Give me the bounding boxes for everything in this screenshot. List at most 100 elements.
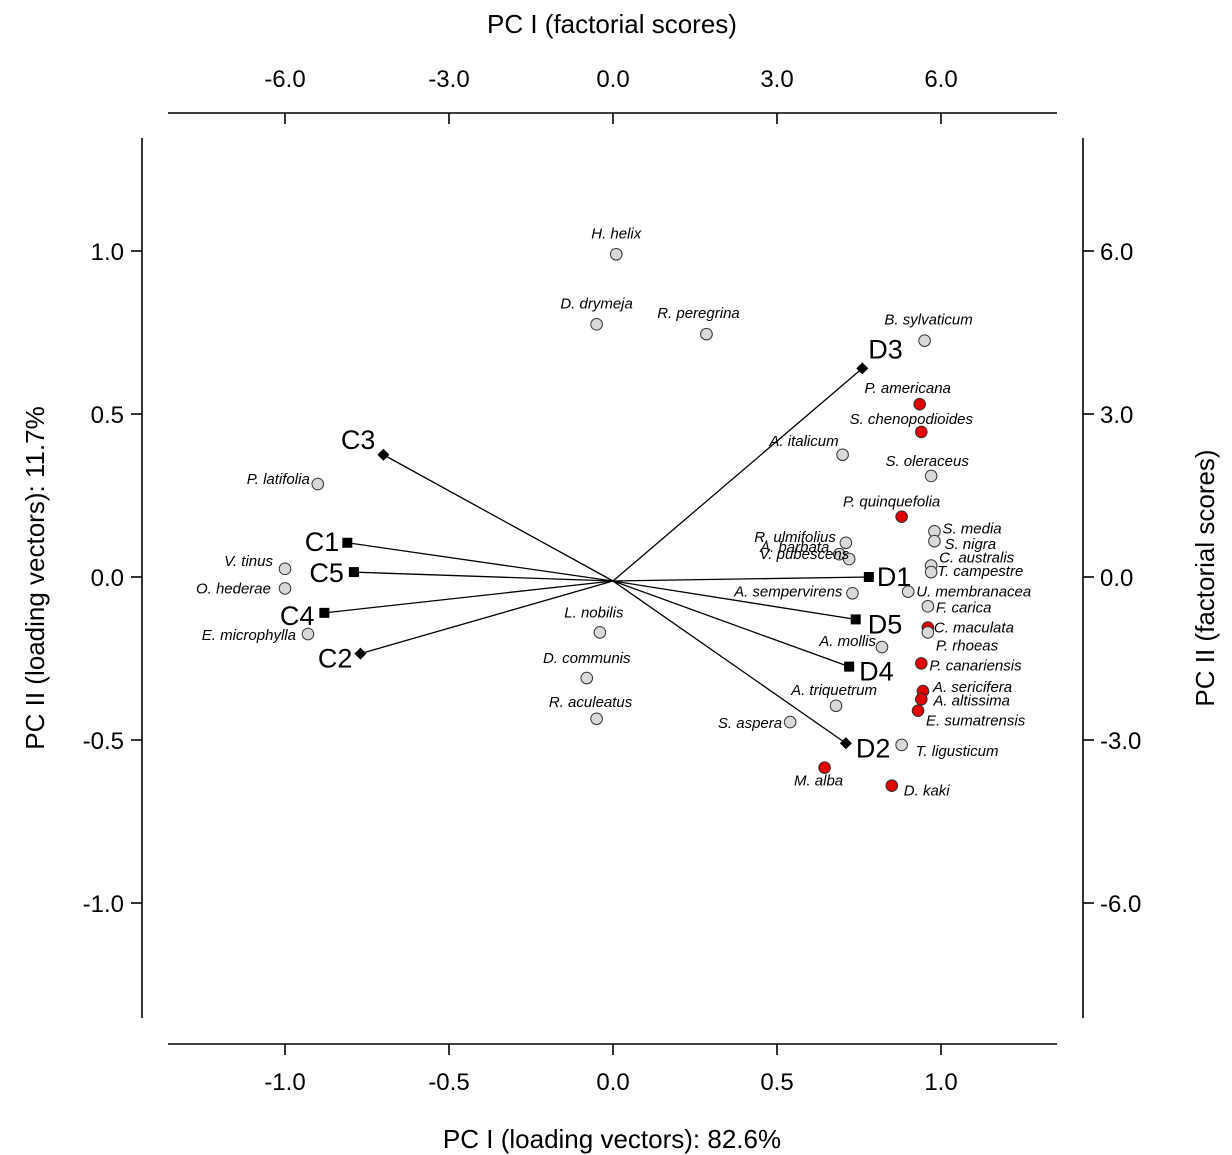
right-axis-tick-label: 3.0: [1100, 402, 1133, 429]
point-label-u-membranacea: U. membranacea: [916, 584, 1031, 601]
vector-marker-c3: [377, 448, 390, 461]
point-label-a-mollis: A. mollis: [818, 633, 876, 650]
vector-line-d1: [612, 576, 869, 582]
top-axis-title: PC I (factorial scores): [487, 9, 737, 39]
right-axis-tick-label: -6.0: [1100, 891, 1141, 918]
point-a-barbata: [833, 547, 846, 561]
point-label-h-helix: H. helix: [591, 225, 642, 242]
vector-label-d4: D4: [859, 657, 894, 687]
point-t-ligusticum: [895, 738, 908, 752]
left-axis-tick-label: 1.0: [91, 239, 124, 266]
axis-ticks: -1.0 -0.5 0.0 0.5 1.0 -6.0 -3.0 0.0 3.0 6.0 1.0 0.5…: [83, 66, 1142, 1096]
point-m-alba: [818, 761, 831, 775]
point-label-d-drymeja: D. drymeja: [560, 295, 633, 312]
point-label-a-barbata: A. barbata: [759, 539, 829, 556]
left-axis-tick-label: -1.0: [83, 891, 124, 918]
vector-line-d5: [612, 580, 856, 621]
top-axis-tick-label: 0.0: [596, 66, 629, 93]
point-label-a-sempervirens: A. sempervirens: [733, 583, 843, 600]
point-label-t-campestre: T. campestre: [937, 563, 1023, 580]
vector-line-d3: [612, 367, 863, 582]
vector-label-d3: D3: [868, 334, 903, 364]
point-label-c-maculata: C. maculata: [934, 620, 1014, 637]
point-u-membranacea: [901, 585, 915, 598]
point-l-nobilis: [593, 626, 607, 639]
point-label-d-communis: D. communis: [543, 650, 631, 667]
point-d-communis: [580, 671, 594, 685]
point-p-americana: [913, 397, 926, 411]
vector-line-c1: [347, 542, 614, 582]
point-label-f-carica: F. carica: [936, 599, 992, 616]
vector-marker-c1: [342, 537, 353, 548]
point-label-d-kaki: D. kaki: [904, 783, 951, 800]
top-axis-tick-label: 3.0: [760, 66, 793, 93]
point-a-triquetrum: [829, 699, 843, 713]
point-e-microphylla: [301, 627, 315, 641]
point-label-a-triquetrum: A. triquetrum: [790, 682, 877, 699]
point-v-tinus: [278, 562, 292, 576]
point-p-rhoeas: [921, 626, 935, 639]
point-label-r-aculeatus: R. aculeatus: [549, 694, 633, 711]
point-a-sempervirens: [846, 587, 859, 600]
point-a-altissima: [915, 692, 928, 706]
point-t-campestre: [924, 565, 938, 579]
point-label-v-tinus: V. tinus: [224, 553, 273, 570]
point-label-v-pubescens: V. pubescens: [759, 546, 849, 563]
point-p-canariensis: [915, 657, 928, 670]
point-label-s-media: S. media: [942, 520, 1001, 537]
point-o-hederae: [278, 582, 292, 595]
vector-line-d2: [612, 580, 847, 744]
point-label-r-ulmifolius: R. ulmifolius: [754, 529, 836, 546]
point-label-b-sylvaticum: B. sylvaticum: [884, 312, 972, 329]
vector-marker-d2: [839, 737, 852, 750]
point-label-e-microphylla: E. microphylla: [202, 627, 296, 644]
point-h-helix: [609, 247, 623, 261]
bottom-axis-tick-label: 0.0: [596, 1069, 629, 1096]
point-v-pubescens: [842, 552, 856, 566]
point-label-p-quinquefolia: P. quinquefolia: [843, 494, 940, 511]
right-axis-tick-label: 6.0: [1100, 239, 1133, 266]
point-label-p-canariensis: P. canariensis: [929, 657, 1022, 674]
vector-label-d5: D5: [868, 609, 903, 639]
point-p-quinquefolia: [895, 510, 908, 523]
point-label-a-altissima: A. altissima: [932, 692, 1010, 709]
top-axis-tick-label: -3.0: [428, 66, 469, 93]
vector-marker-d4: [844, 661, 855, 672]
vector-label-d2: D2: [856, 733, 891, 763]
point-label-o-hederae: O. hederae: [196, 580, 271, 597]
point-s-nigra: [928, 534, 941, 548]
vector-line-c3: [383, 454, 614, 582]
right-axis-tick-label: -3.0: [1100, 728, 1141, 755]
vector-label-c1: C1: [305, 527, 340, 557]
point-label-s-oleraceus: S. oleraceus: [885, 453, 969, 470]
bottom-axis-tick-label: 0.5: [760, 1069, 793, 1096]
point-r-ulmifolius: [839, 536, 853, 550]
vector-marker-d5: [850, 614, 861, 625]
point-label-t-ligusticum: T. ligusticum: [916, 743, 999, 760]
right-axis-tick-label: 0.0: [1100, 565, 1133, 592]
left-axis-tick-label: 0.5: [91, 402, 124, 429]
point-label-p-rhoeas: P. rhoeas: [936, 637, 999, 654]
point-label-p-latifolia: P. latifolia: [247, 471, 310, 488]
vector-marker-c4: [319, 607, 330, 618]
vector-label-c2: C2: [318, 644, 353, 674]
left-axis-tick-label: -0.5: [83, 728, 124, 755]
point-a-italicum: [836, 448, 849, 462]
vector-line-c4: [324, 580, 614, 614]
point-r-aculeatus: [590, 712, 603, 726]
vector-label-c4: C4: [280, 601, 315, 631]
point-s-oleraceus: [924, 469, 938, 483]
point-label-r-peregrina: R. peregrina: [657, 305, 740, 322]
point-d-drymeja: [590, 318, 603, 331]
vector-line-d4: [612, 580, 850, 668]
factorial-score-points: H. helix D. drymeja R. peregrina B. sylvati…: [196, 225, 1031, 799]
bottom-axis-tick-label: -1.0: [264, 1069, 305, 1096]
point-e-sumatrensis: [911, 704, 925, 717]
vector-marker-c5: [348, 567, 359, 578]
top-axis-tick-label: -6.0: [264, 66, 305, 93]
point-a-mollis: [875, 640, 889, 654]
bottom-axis-tick-label: -0.5: [428, 1069, 469, 1096]
bottom-axis-title: PC I (loading vectors): 82.6%: [443, 1124, 781, 1154]
